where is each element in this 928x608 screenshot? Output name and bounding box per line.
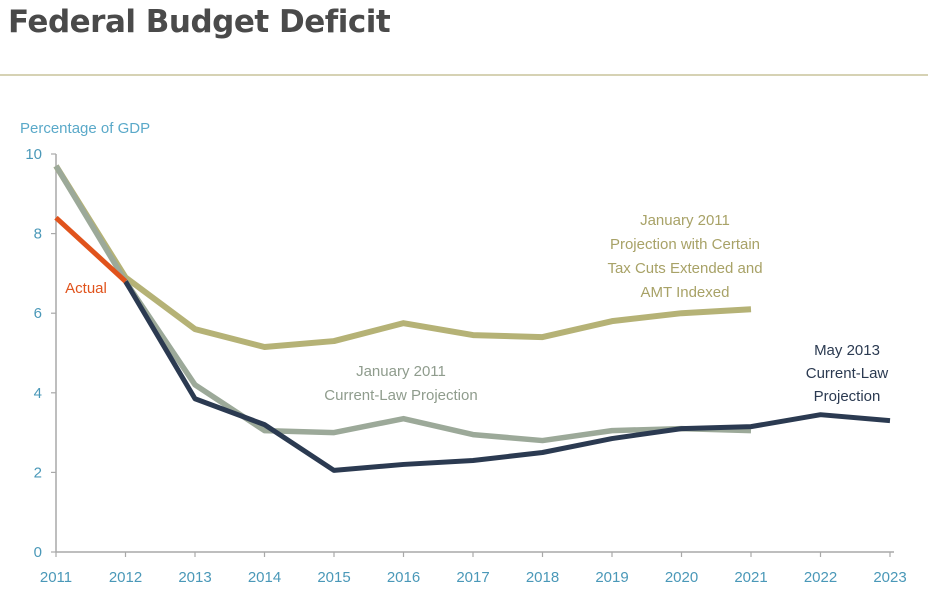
series-label-line: Actual [65, 280, 107, 297]
x-tick-label: 2012 [109, 569, 142, 586]
y-axis-label: Percentage of GDP [20, 120, 150, 137]
chart-title: Federal Budget Deficit [8, 4, 391, 40]
series-label-may2013-current-law: May 2013 Current-Law Projection [806, 342, 889, 405]
x-tick-label: 2015 [317, 569, 350, 586]
series-label-actual: Actual [65, 280, 107, 297]
x-tick-label: 2022 [804, 569, 837, 586]
y-tick-label: 8 [34, 226, 42, 243]
y-tick-label: 4 [34, 385, 42, 402]
series-label-line: January 2011 [640, 212, 730, 229]
series-line-may2013-current-law [123, 280, 891, 473]
series-label-line: Tax Cuts Extended and [607, 260, 762, 277]
x-tick-label: 2019 [595, 569, 628, 586]
x-tick-label: 2017 [456, 569, 489, 586]
series-label-line: May 2013 [814, 342, 880, 359]
series-line-jan2011-alt [53, 164, 752, 351]
y-tick-label: 6 [34, 305, 42, 322]
series-label-line: Current-Law [806, 365, 889, 382]
y-tick-label: 2 [34, 464, 42, 481]
x-tick-label: 2016 [387, 569, 420, 586]
series-label-line: January 2011 [356, 363, 446, 380]
x-tick-label: 2011 [40, 569, 72, 586]
x-tick-label: 2014 [248, 569, 281, 586]
series-line-jan2011-current-law [53, 164, 752, 444]
series-label-jan2011-current-law: January 2011 Current-Law Projection [324, 363, 477, 404]
series-line-actual [54, 215, 128, 284]
title-divider [0, 74, 928, 76]
x-tick-label: 2013 [178, 569, 211, 586]
series-label-line: Projection [814, 388, 881, 405]
series-label-line: Projection with Certain [610, 236, 760, 253]
x-tick-label: 2020 [665, 569, 698, 586]
series-label-jan2011-alt: January 2011 Projection with Certain Tax C… [607, 212, 762, 301]
series-label-line: AMT Indexed [641, 284, 730, 301]
series-label-line: Current-Law Projection [324, 387, 477, 404]
y-tick-label: 10 [25, 146, 42, 163]
x-tick-label: 2021 [734, 569, 767, 586]
y-tick-label: 0 [34, 544, 42, 561]
x-tick-label: 2018 [526, 569, 559, 586]
x-tick-label: 2023 [873, 569, 906, 586]
